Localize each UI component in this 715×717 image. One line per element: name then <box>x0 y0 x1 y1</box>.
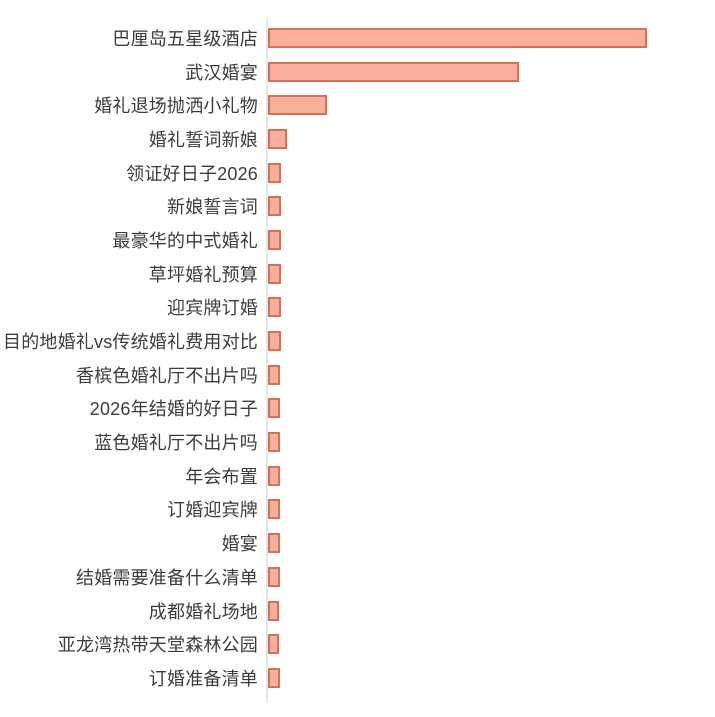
category-label: 目的地婚礼vs传统婚礼费用对比 <box>3 332 258 353</box>
category-label: 婚宴 <box>221 534 258 555</box>
bar[interactable] <box>268 566 280 587</box>
chart-row: 香槟色婚礼厅不出片吗 <box>0 358 715 392</box>
chart-row: 婚宴 <box>0 526 715 560</box>
category-label: 成都婚礼场地 <box>148 601 258 622</box>
bar-track <box>267 229 715 250</box>
bar[interactable] <box>268 465 280 486</box>
bar[interactable] <box>268 229 281 250</box>
category-label: 香槟色婚礼厅不出片吗 <box>76 365 258 386</box>
bar[interactable] <box>268 398 280 419</box>
bar[interactable] <box>268 600 279 621</box>
bar[interactable] <box>268 667 280 688</box>
bar-track <box>267 499 715 520</box>
bar-track <box>267 162 715 183</box>
y-axis-line <box>266 17 268 703</box>
chart-row: 亚龙湾热带天堂森林公园 <box>0 627 715 661</box>
bar-track <box>267 398 715 419</box>
bar-track <box>267 364 715 385</box>
chart-row: 武汉婚宴 <box>0 55 715 89</box>
chart-row: 年会布置 <box>0 459 715 493</box>
bar-track <box>267 95 715 116</box>
category-label: 婚礼退场抛洒小礼物 <box>94 96 258 117</box>
bar[interactable] <box>268 432 280 453</box>
bar-track <box>267 263 715 284</box>
bar-track <box>267 27 715 48</box>
bar-track <box>267 331 715 352</box>
bar-track <box>267 196 715 217</box>
bar[interactable] <box>268 364 280 385</box>
chart-row: 领证好日子2026 <box>0 156 715 190</box>
chart-row: 目的地婚礼vs传统婚礼费用对比 <box>0 324 715 358</box>
bar-track <box>267 566 715 587</box>
bar[interactable] <box>268 634 279 655</box>
category-label: 亚龙湾热带天堂森林公园 <box>57 635 258 656</box>
bar[interactable] <box>268 162 281 183</box>
bar[interactable] <box>268 196 281 217</box>
chart-row: 订婚准备清单 <box>0 661 715 695</box>
bar-track <box>267 533 715 554</box>
category-label: 订婚迎宾牌 <box>167 500 258 521</box>
category-label: 领证好日子2026 <box>126 163 258 184</box>
category-label: 武汉婚宴 <box>185 62 258 83</box>
bar[interactable] <box>268 499 280 520</box>
category-label: 巴厘岛五星级酒店 <box>112 28 258 49</box>
bar-track <box>267 634 715 655</box>
chart-row: 订婚迎宾牌 <box>0 493 715 527</box>
category-label: 蓝色婚礼厅不出片吗 <box>94 433 258 454</box>
bar[interactable] <box>268 297 281 318</box>
bar[interactable] <box>268 128 287 149</box>
bar-track <box>267 667 715 688</box>
category-label: 婚礼誓词新娘 <box>148 129 258 150</box>
bar-track <box>267 61 715 82</box>
category-label: 结婚需要准备什么清单 <box>76 567 258 588</box>
chart-row: 新娘誓言词 <box>0 189 715 223</box>
bar-track <box>267 128 715 149</box>
category-label: 新娘誓言词 <box>167 197 258 218</box>
chart-row: 蓝色婚礼厅不出片吗 <box>0 425 715 459</box>
bar-track <box>267 600 715 621</box>
bar-track <box>267 465 715 486</box>
bar[interactable] <box>268 533 280 554</box>
category-label: 订婚准备清单 <box>148 668 258 689</box>
chart-row: 巴厘岛五星级酒店 <box>0 21 715 55</box>
chart-row: 最豪华的中式婚礼 <box>0 223 715 257</box>
bar[interactable] <box>268 331 281 352</box>
category-label: 草坪婚礼预算 <box>148 264 258 285</box>
bar-track <box>267 432 715 453</box>
chart-row: 婚礼退场抛洒小礼物 <box>0 88 715 122</box>
chart-row: 结婚需要准备什么清单 <box>0 560 715 594</box>
bar[interactable] <box>268 263 281 284</box>
chart-row: 2026年结婚的好日子 <box>0 392 715 426</box>
category-label: 迎宾牌订婚 <box>167 298 258 319</box>
chart-rows: 巴厘岛五星级酒店 武汉婚宴 婚礼退场抛洒小礼物 婚礼誓词新娘 领证好日子2026… <box>0 21 715 695</box>
category-label: 2026年结婚的好日子 <box>89 399 258 420</box>
chart-row: 迎宾牌订婚 <box>0 291 715 325</box>
chart-row: 成都婚礼场地 <box>0 594 715 628</box>
bar[interactable] <box>268 27 647 48</box>
bar-track <box>267 297 715 318</box>
chart-row: 草坪婚礼预算 <box>0 257 715 291</box>
category-label: 最豪华的中式婚礼 <box>112 230 258 251</box>
category-label: 年会布置 <box>185 466 258 487</box>
bar[interactable] <box>268 61 519 82</box>
chart-row: 婚礼誓词新娘 <box>0 122 715 156</box>
bar[interactable] <box>268 95 327 116</box>
